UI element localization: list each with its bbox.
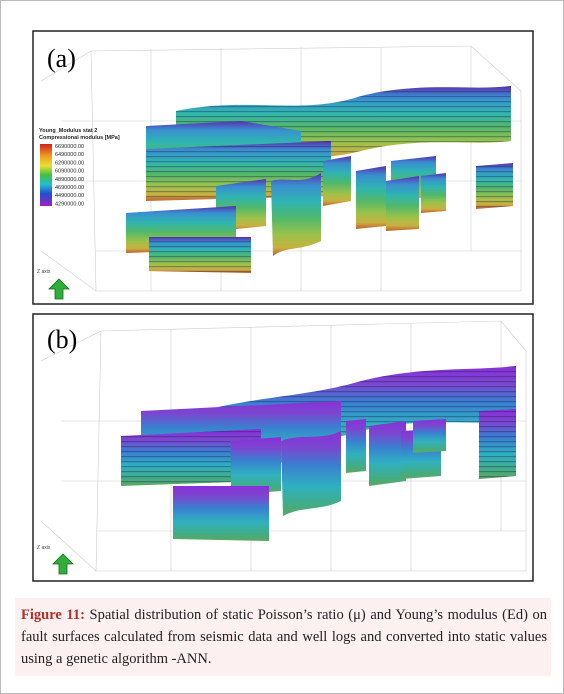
panel-a: (a) Young_Modulus stat 2 Compressional m… (32, 30, 534, 305)
panel-label: (a) (47, 44, 76, 73)
figure-caption: Figure 11: Spatial distribution of stati… (15, 598, 551, 676)
legend-label: 4890000.00 (55, 177, 84, 183)
axis-label: Z axis (37, 269, 51, 275)
legend-label: 4490000.00 (55, 193, 84, 199)
fault-surfaces (126, 86, 513, 273)
orientation-arrow (52, 553, 74, 575)
legend: Young_Modulus stat 2 Compressional modul… (39, 128, 120, 207)
caption-label: Figure 11: (21, 607, 85, 623)
color-bar (40, 144, 52, 206)
legend-label: 4290000.00 (55, 201, 84, 207)
legend-label: 6290000.00 (55, 160, 84, 166)
axis-label: Z axis (37, 545, 51, 551)
orientation-arrow (48, 278, 70, 300)
legend-title: Young_Modulus stat 2 (39, 128, 97, 134)
fault-surfaces (121, 366, 516, 541)
caption-text: Spatial distribution of static Poisson’s… (21, 607, 548, 667)
legend-label: 6090000.00 (55, 169, 84, 175)
legend-label: 6690000.00 (55, 144, 84, 150)
legend-subtitle: Compressional modulus [MPa] (39, 135, 120, 141)
panel-b: (b) Z axis (32, 313, 534, 582)
legend-label: 6490000.00 (55, 152, 84, 158)
figure-panels: (a) Young_Modulus stat 2 Compressional m… (32, 30, 534, 582)
legend-label: 4690000.00 (55, 185, 84, 191)
panel-label: (b) (47, 325, 77, 354)
